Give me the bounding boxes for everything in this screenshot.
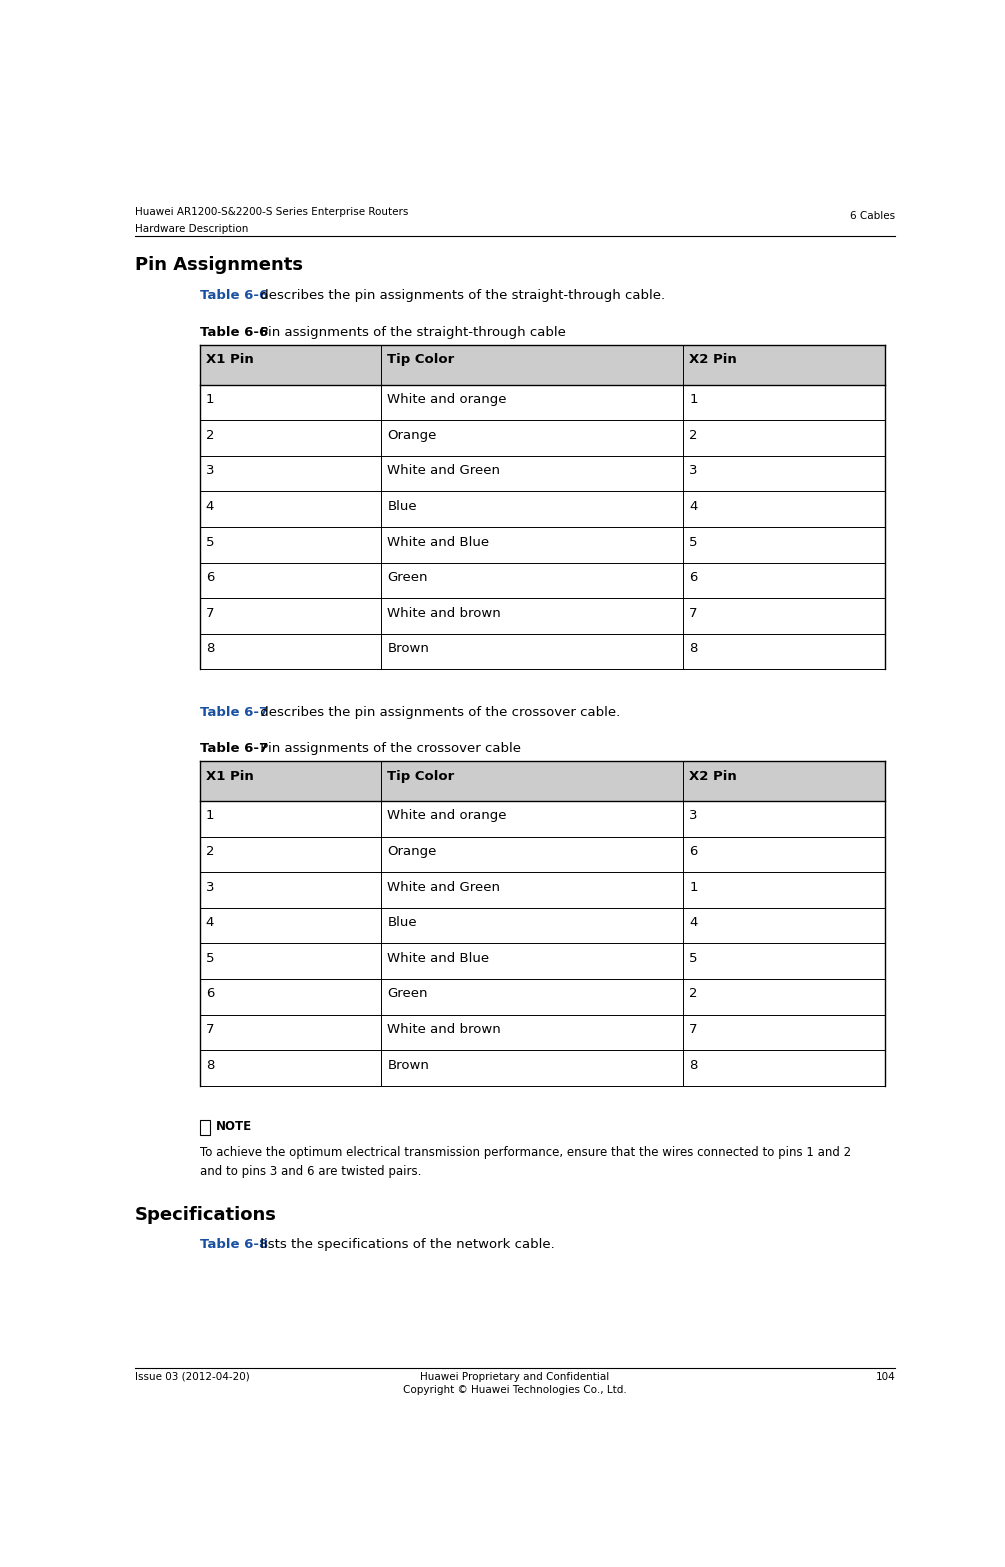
- Text: Orange: Orange: [388, 845, 437, 859]
- Text: 7: 7: [689, 606, 697, 619]
- Text: White and brown: White and brown: [388, 1023, 501, 1036]
- Text: Brown: Brown: [388, 642, 429, 655]
- Text: 1: 1: [206, 810, 214, 823]
- Text: Table 6-7: Table 6-7: [200, 741, 267, 755]
- Text: 2: 2: [206, 845, 214, 859]
- Text: Green: Green: [388, 570, 428, 584]
- Text: Table 6-8: Table 6-8: [200, 1238, 268, 1250]
- Text: 4: 4: [206, 917, 214, 929]
- Text: 4: 4: [689, 500, 697, 512]
- Text: 5: 5: [689, 536, 697, 548]
- Text: 8: 8: [689, 642, 697, 655]
- Text: 6: 6: [206, 570, 214, 584]
- Text: Tip Color: Tip Color: [388, 769, 454, 782]
- Text: 5: 5: [206, 951, 214, 965]
- Text: 7: 7: [206, 606, 214, 619]
- Text: White and orange: White and orange: [388, 393, 507, 406]
- Text: 5: 5: [206, 536, 214, 548]
- Text: Green: Green: [388, 987, 428, 1000]
- Text: lists the specifications of the network cable.: lists the specifications of the network …: [255, 1238, 555, 1250]
- Text: Specifications: Specifications: [135, 1207, 276, 1224]
- Text: Orange: Orange: [388, 429, 437, 442]
- Text: 6: 6: [689, 570, 697, 584]
- Text: 6: 6: [689, 845, 697, 859]
- Text: Blue: Blue: [388, 917, 417, 929]
- Text: 7: 7: [206, 1023, 214, 1036]
- Text: White and brown: White and brown: [388, 606, 501, 619]
- Text: 3: 3: [689, 464, 697, 478]
- Text: 5: 5: [689, 951, 697, 965]
- Text: 6 Cables: 6 Cables: [850, 212, 895, 221]
- Text: White and orange: White and orange: [388, 810, 507, 823]
- Text: Pin Assignments: Pin Assignments: [135, 255, 303, 274]
- Text: White and Green: White and Green: [388, 464, 500, 478]
- Text: 4: 4: [206, 500, 214, 512]
- Text: Issue 03 (2012-04-20): Issue 03 (2012-04-20): [135, 1371, 249, 1382]
- Text: Blue: Blue: [388, 500, 417, 512]
- Text: To achieve the optimum electrical transmission performance, ensure that the wire: To achieve the optimum electrical transm…: [200, 1145, 851, 1160]
- Text: 7: 7: [689, 1023, 697, 1036]
- Text: 8: 8: [206, 1059, 214, 1072]
- Text: 104: 104: [875, 1371, 895, 1382]
- Text: Pin assignments of the straight-through cable: Pin assignments of the straight-through …: [255, 326, 566, 338]
- Text: 4: 4: [689, 917, 697, 929]
- Text: X1 Pin: X1 Pin: [206, 353, 253, 367]
- Text: Table 6-6: Table 6-6: [200, 326, 268, 338]
- Bar: [200, 762, 885, 801]
- Text: Copyright © Huawei Technologies Co., Ltd.: Copyright © Huawei Technologies Co., Ltd…: [403, 1385, 627, 1395]
- Text: White and Green: White and Green: [388, 881, 500, 893]
- Text: X2 Pin: X2 Pin: [689, 769, 737, 782]
- Text: X2 Pin: X2 Pin: [689, 353, 737, 367]
- Text: and to pins 3 and 6 are twisted pairs.: and to pins 3 and 6 are twisted pairs.: [200, 1166, 421, 1178]
- Bar: [200, 345, 885, 385]
- Text: Table 6-7: Table 6-7: [200, 705, 267, 719]
- Text: X1 Pin: X1 Pin: [206, 769, 253, 782]
- Text: Brown: Brown: [388, 1059, 429, 1072]
- Text: 3: 3: [206, 881, 214, 893]
- Text: Table 6-6: Table 6-6: [200, 290, 268, 302]
- Text: describes the pin assignments of the straight-through cable.: describes the pin assignments of the str…: [255, 290, 665, 302]
- Text: 2: 2: [689, 429, 697, 442]
- Text: White and Blue: White and Blue: [388, 951, 489, 965]
- Text: Huawei AR1200-S&2200-S Series Enterprise Routers: Huawei AR1200-S&2200-S Series Enterprise…: [135, 207, 408, 218]
- Text: Tip Color: Tip Color: [388, 353, 454, 367]
- Text: NOTE: NOTE: [216, 1119, 252, 1133]
- Text: 8: 8: [689, 1059, 697, 1072]
- Bar: [200, 1119, 210, 1135]
- Text: 6: 6: [206, 987, 214, 1000]
- Text: 1: 1: [206, 393, 214, 406]
- Text: describes the pin assignments of the crossover cable.: describes the pin assignments of the cro…: [255, 705, 620, 719]
- Text: 2: 2: [206, 429, 214, 442]
- Text: White and Blue: White and Blue: [388, 536, 489, 548]
- Text: Pin assignments of the crossover cable: Pin assignments of the crossover cable: [255, 741, 521, 755]
- Text: Huawei Proprietary and Confidential: Huawei Proprietary and Confidential: [420, 1371, 610, 1382]
- Text: 1: 1: [689, 881, 697, 893]
- Text: 3: 3: [689, 810, 697, 823]
- Text: 8: 8: [206, 642, 214, 655]
- Text: 1: 1: [689, 393, 697, 406]
- Text: 3: 3: [206, 464, 214, 478]
- Text: Hardware Description: Hardware Description: [135, 224, 248, 233]
- Text: 2: 2: [689, 987, 697, 1000]
